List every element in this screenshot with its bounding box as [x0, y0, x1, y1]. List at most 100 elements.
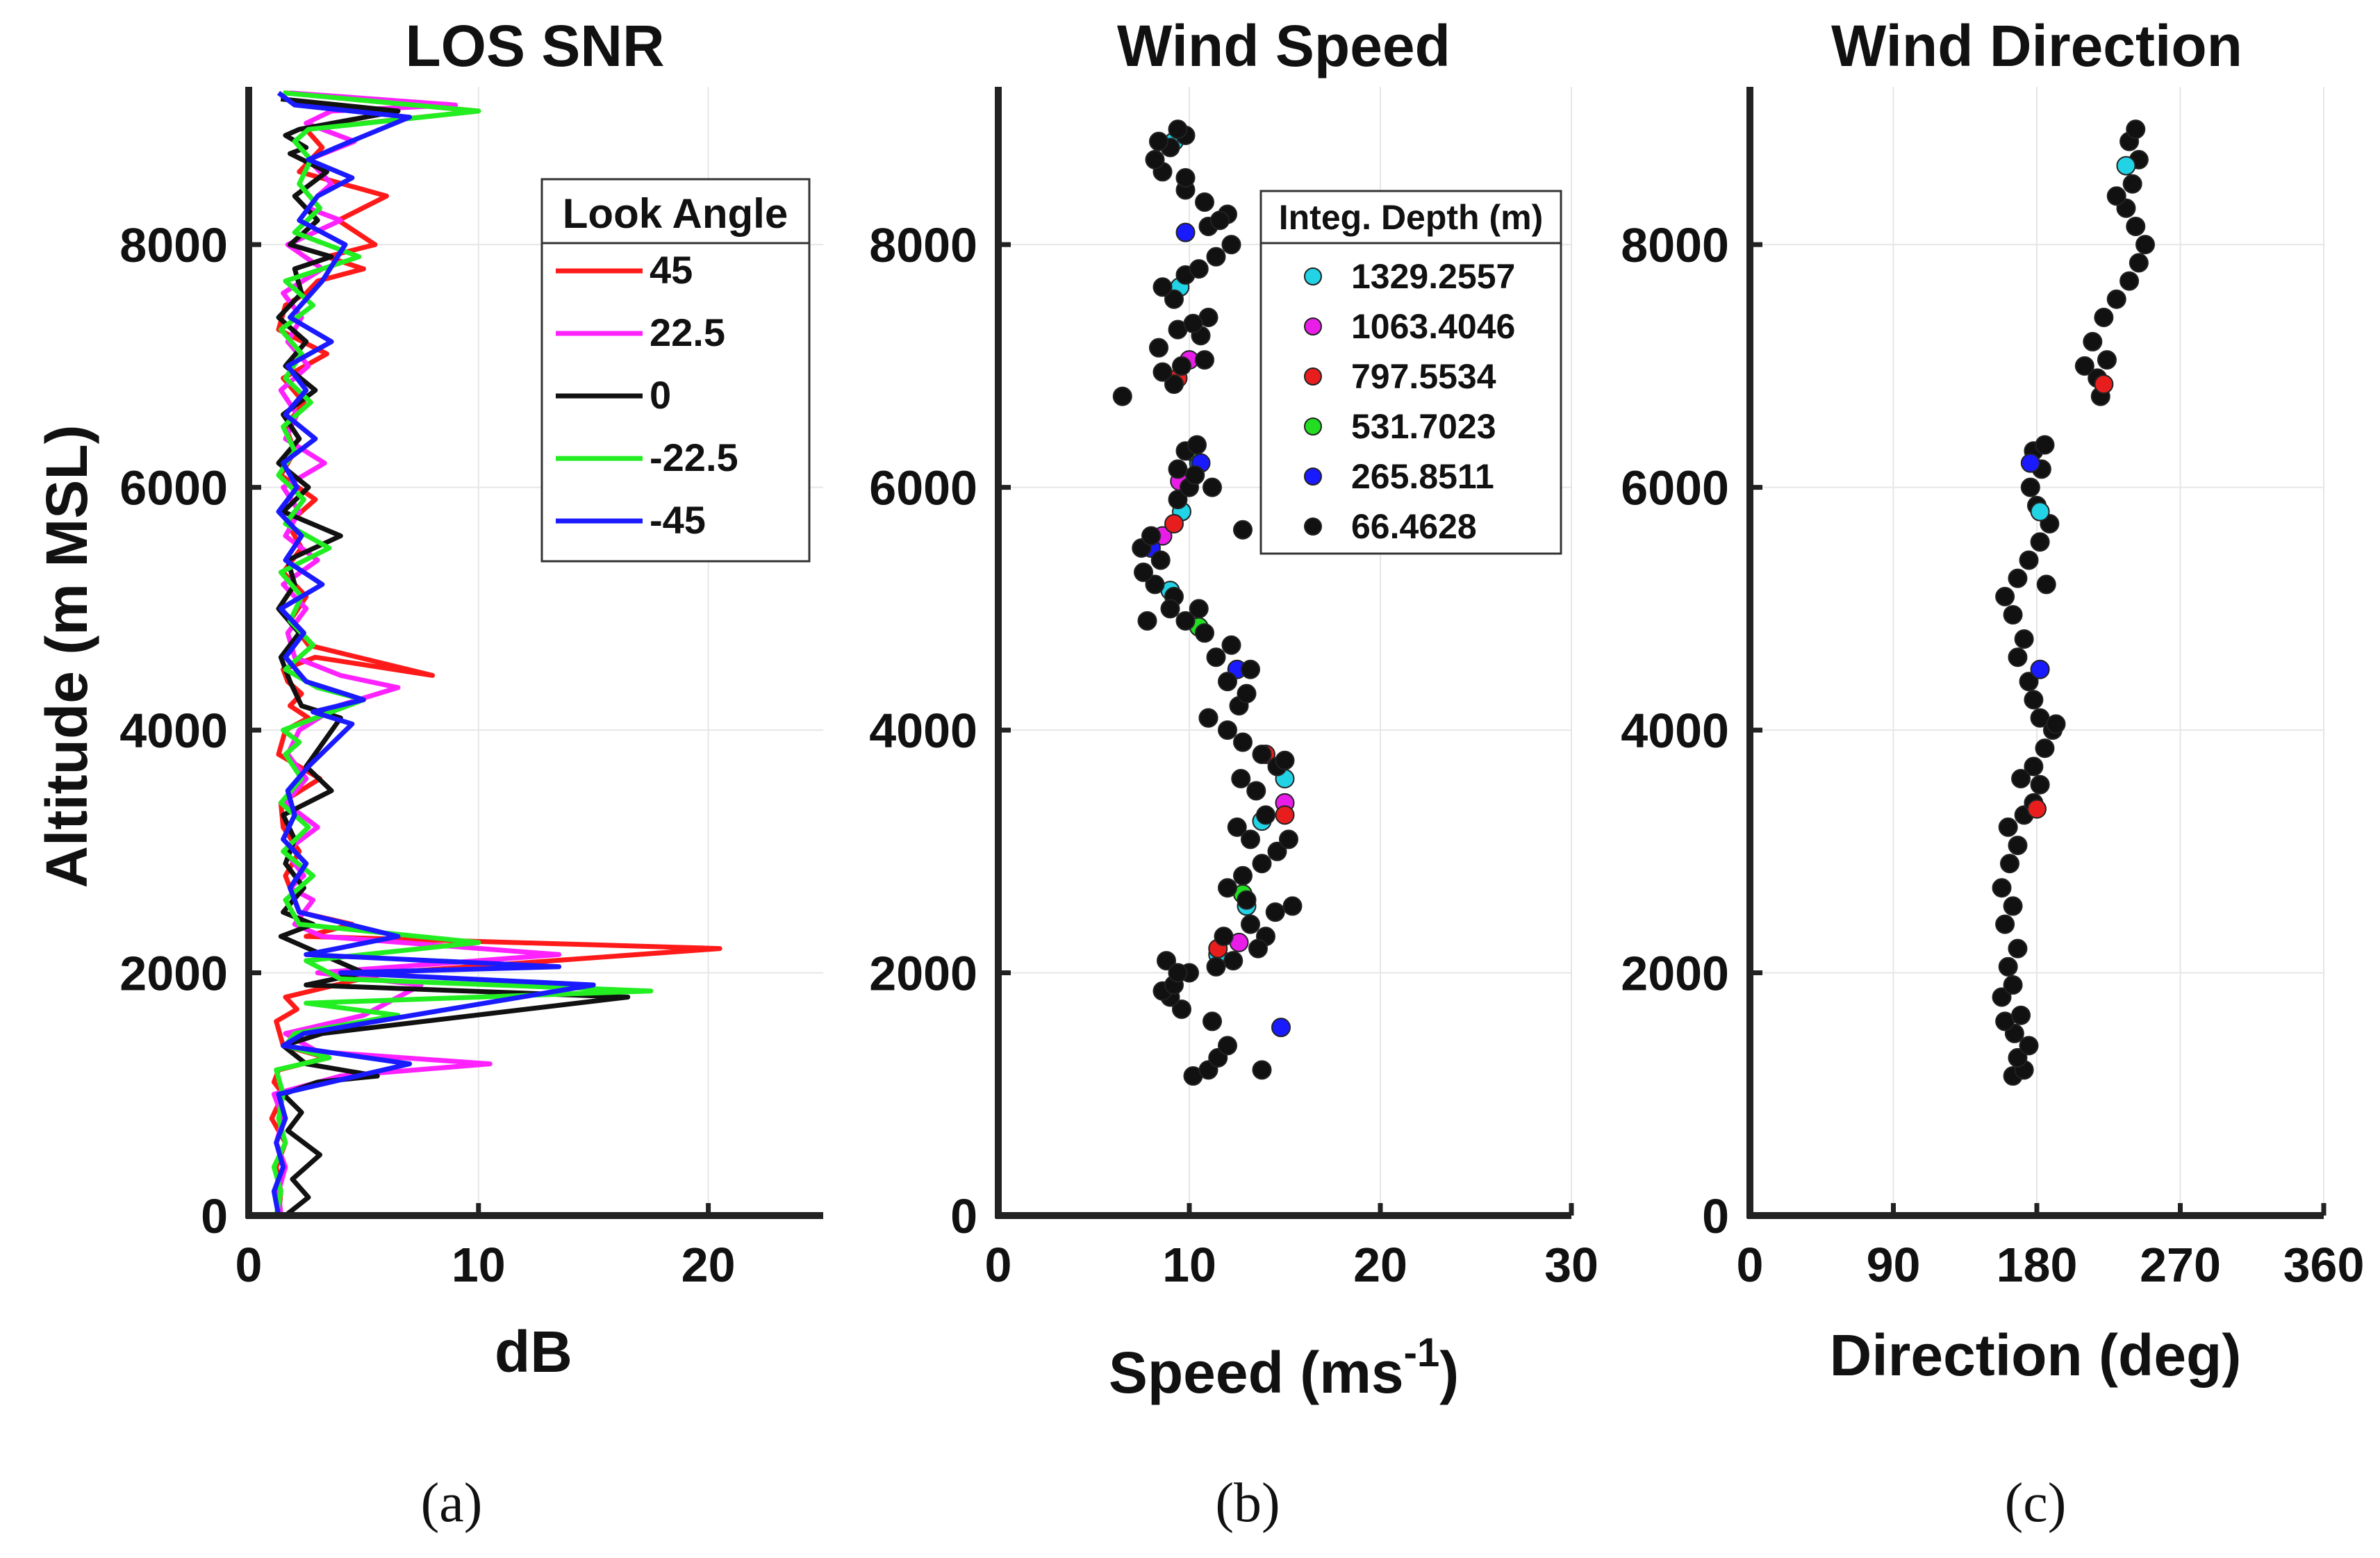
y-tick-label: 8000 [1621, 218, 1729, 272]
panel-a-legend: Look Angle 45 22.5 0 -22.5 -45 [540, 178, 811, 563]
panel-a-x-ticks: 0 10 20 [235, 1203, 736, 1292]
point-66.4628 [1189, 599, 1209, 619]
point-66.4628 [1218, 1036, 1237, 1056]
point-66.4628 [1282, 896, 1303, 916]
point-66.4628 [1248, 938, 1268, 959]
point-66.4628 [2008, 836, 2028, 856]
x-tick-label: 0 [235, 1238, 263, 1292]
point-66.4628 [1195, 350, 1214, 370]
point-66.4628 [2074, 356, 2094, 376]
point-66.4628 [2083, 331, 2103, 351]
point-66.4628 [1275, 750, 1295, 770]
legend-label-531.7023: 531.7023 [1351, 407, 1496, 446]
x-tick-label: 180 [1997, 1238, 2078, 1292]
point-66.4628 [2003, 605, 2023, 625]
point-265.8511 [2030, 659, 2050, 679]
panel-b-x-ticks: 0 10 20 30 [985, 1203, 1598, 1292]
point-66.4628 [1995, 586, 2015, 606]
panel-b: Wind Speed 0 10 20 30 0 2000 4000 6000 8000 Spe… [869, 13, 1598, 1534]
point-265.8511 [2020, 453, 2040, 473]
point-66.4628 [1206, 247, 1226, 267]
point-66.4628 [2024, 690, 2044, 710]
point-66.4628 [1172, 356, 1191, 376]
point-66.4628 [1198, 708, 1218, 728]
point-66.4628 [1241, 829, 1260, 850]
point-66.4628 [1231, 768, 1251, 788]
panel-c-grid [1750, 87, 2324, 1216]
y-tick-label: 2000 [1621, 947, 1729, 1001]
panel-c-x-label: Direction (deg) [1830, 1323, 2242, 1388]
x-tick-label: 270 [2140, 1238, 2221, 1292]
point-66.4628 [2129, 253, 2149, 273]
point-66.4628 [2003, 896, 2023, 916]
point-66.4628 [2008, 1047, 2028, 1068]
panel-b-x-label-sup: -1 [1404, 1330, 1440, 1375]
point-66.4628 [2135, 235, 2156, 255]
point-66.4628 [1195, 623, 1214, 643]
point-66.4628 [1168, 459, 1188, 479]
y-tick-label: 8000 [119, 218, 228, 272]
point-66.4628 [1246, 781, 1266, 801]
point-66.4628 [1252, 854, 1272, 874]
x-tick-label: 20 [681, 1238, 736, 1292]
point-66.4628 [2126, 119, 2146, 140]
point-66.4628 [1183, 313, 1203, 333]
panel-a-sublabel: (a) [421, 1473, 483, 1534]
legend-label-1063.4046: 1063.4046 [1351, 307, 1515, 346]
x-tick-label: 0 [985, 1238, 1012, 1292]
point-66.4628 [2019, 550, 2039, 570]
point-66.4628 [1187, 435, 1207, 455]
point-66.4628 [1175, 611, 1196, 631]
point-66.4628 [2008, 647, 2028, 668]
panel-b-sublabel: (b) [1215, 1473, 1280, 1534]
point-66.4628 [1152, 277, 1173, 297]
point-66.4628 [1221, 635, 1241, 655]
point-797.5534 [1275, 805, 1295, 825]
panel-c-y-ticks: 0 2000 4000 6000 8000 [1621, 218, 1762, 1243]
panel-a-legend-title: Look Angle [563, 190, 788, 237]
panel-b-legend: Integ. Depth (m) 1329.2557 1063.4046 797.5… [1259, 190, 1562, 555]
x-tick-label: 10 [1162, 1238, 1216, 1292]
point-66.4628 [1992, 987, 2012, 1007]
legend-swatch-1063.4046 [1304, 317, 1322, 335]
y-tick-label: 4000 [119, 704, 228, 758]
y-tick-label: 4000 [869, 704, 977, 758]
panel-c-sublabel: (c) [2005, 1473, 2067, 1534]
panel-c-series [1992, 119, 2156, 1086]
point-66.4628 [1150, 550, 1171, 570]
point-66.4628 [1195, 192, 1214, 212]
point-66.4628 [2008, 938, 2028, 959]
point-66.4628 [1998, 817, 2018, 837]
point-66.4628 [1210, 210, 1230, 231]
point-66.4628 [1233, 865, 1253, 886]
point-66.4628 [1203, 1011, 1222, 1031]
point-66.4628 [2030, 774, 2050, 795]
point-66.4628 [1237, 683, 1257, 704]
point-66.4628 [1145, 149, 1165, 169]
panel-b-x-label: Speed (ms-1) [1109, 1330, 1459, 1405]
y-tick-label: 2000 [869, 947, 977, 1001]
legend-label--22.5: -22.5 [650, 436, 738, 479]
point-66.4628 [2030, 532, 2050, 552]
panel-b-x-label-end: ) [1439, 1340, 1459, 1405]
point-66.4628 [1137, 611, 1157, 631]
point-66.4628 [1998, 956, 2018, 977]
point-66.4628 [1256, 805, 1275, 825]
point-66.4628 [2106, 289, 2126, 309]
point-66.4628 [1141, 526, 1161, 546]
point-66.4628 [1992, 878, 2012, 898]
point-66.4628 [2106, 186, 2126, 206]
legend-label-66.4628: 66.4628 [1351, 507, 1477, 546]
point-66.4628 [2035, 435, 2055, 455]
point-265.8511 [1271, 1018, 1291, 1038]
point-66.4628 [1203, 477, 1222, 497]
point-66.4628 [1149, 131, 1168, 151]
x-tick-label: 90 [1867, 1238, 1921, 1292]
panel-b-legend-items: 1329.2557 1063.4046 797.5534 531.7023 265.85… [1304, 257, 1515, 546]
point-66.4628 [1999, 854, 2019, 874]
panel-b-legend-title: Integ. Depth (m) [1279, 198, 1544, 237]
point-66.4628 [1227, 817, 1247, 837]
point-66.4628 [2011, 1005, 2031, 1025]
point-66.4628 [1221, 235, 1241, 255]
